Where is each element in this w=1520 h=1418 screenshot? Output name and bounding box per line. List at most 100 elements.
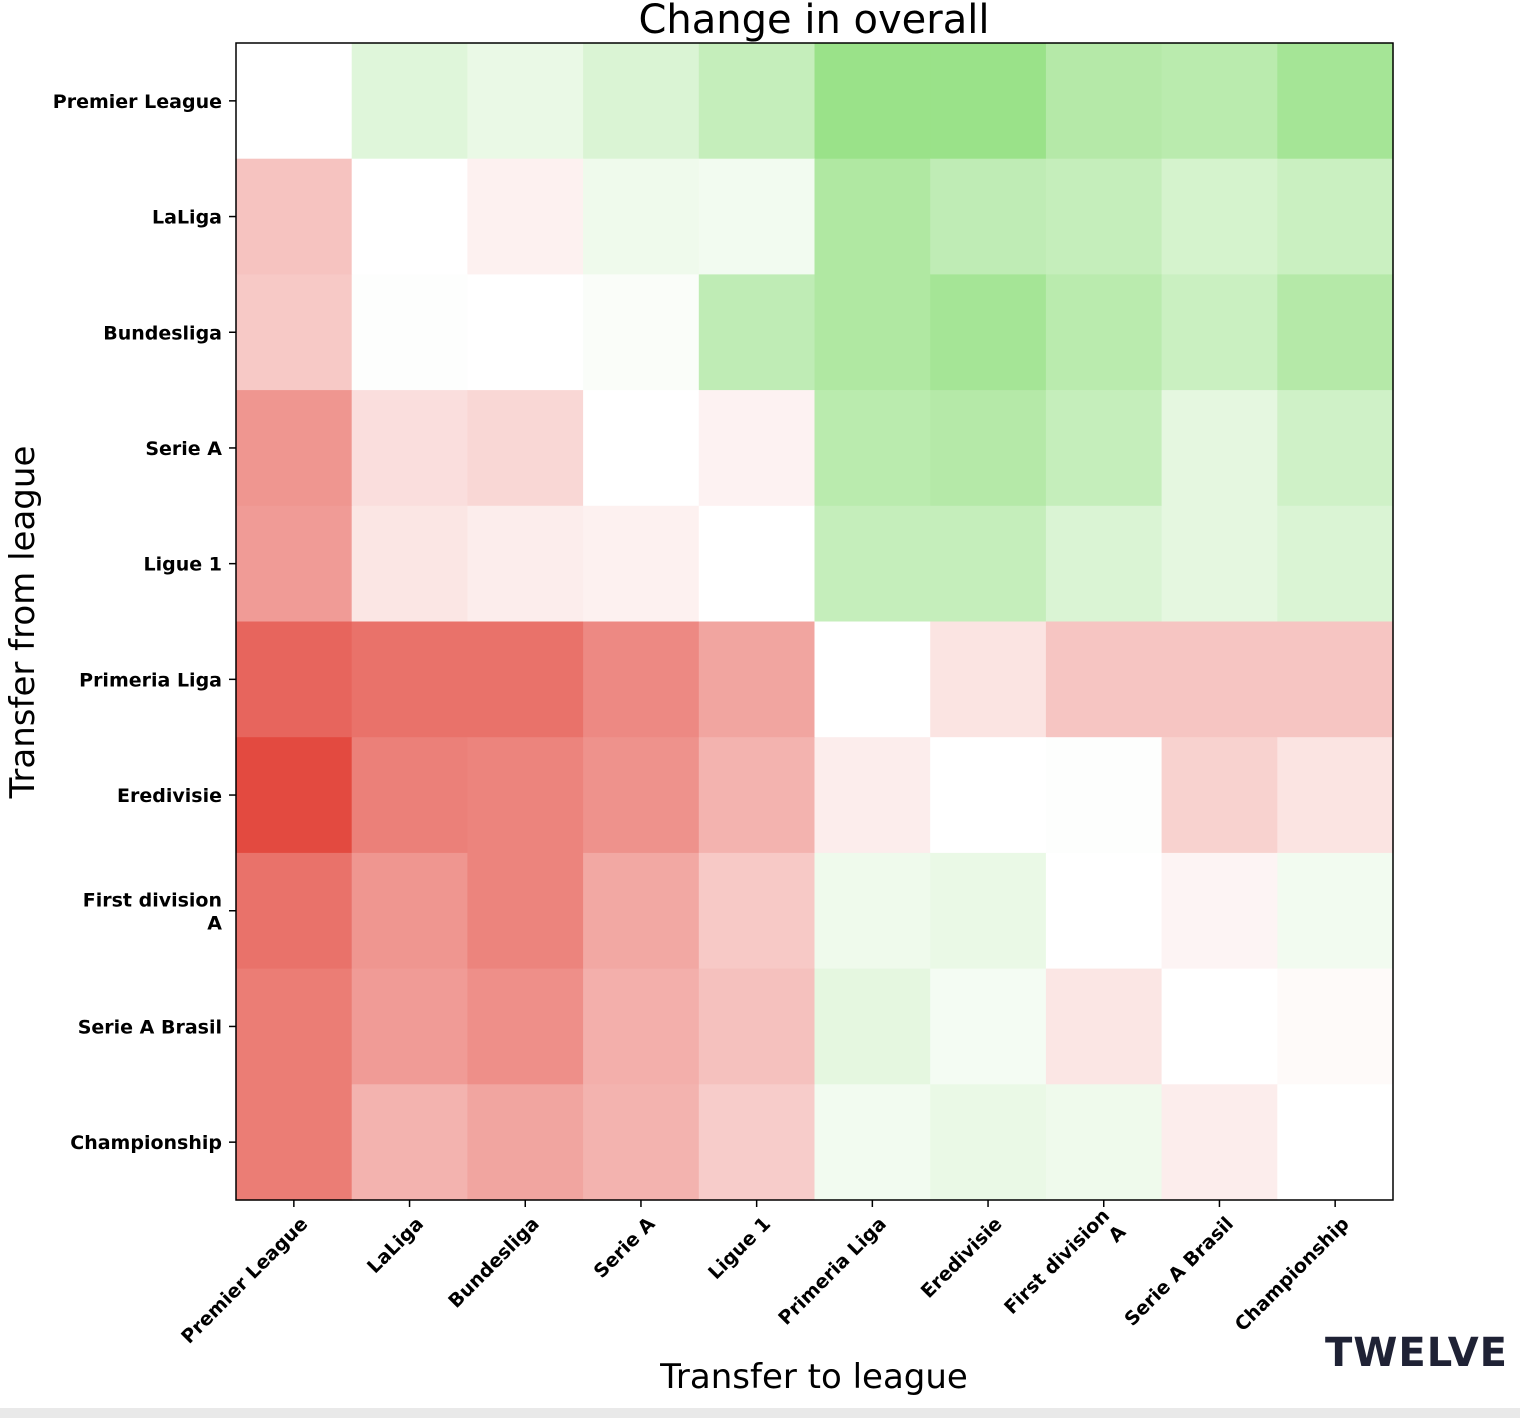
heatmap-cell xyxy=(1045,1084,1163,1201)
heatmap-cell xyxy=(583,852,700,970)
heatmap-cell xyxy=(698,43,816,160)
heatmap-cell xyxy=(351,852,468,970)
heatmap-cell xyxy=(814,1084,931,1201)
heatmap-cell xyxy=(930,43,1047,160)
x-tick-label-group: Serie A xyxy=(590,1213,660,1283)
heatmap-cell xyxy=(814,274,931,391)
heatmap-cell xyxy=(467,158,584,275)
heatmap-cell xyxy=(814,43,931,160)
heatmap-cell xyxy=(814,852,931,970)
heatmap-cell xyxy=(236,852,353,970)
heatmap-cell xyxy=(930,1084,1047,1201)
heatmap-cell xyxy=(1277,390,1394,507)
heatmap-cell xyxy=(814,737,931,854)
x-tick-label-group: Championship xyxy=(1231,1213,1354,1336)
twelve-logo: TWELVE xyxy=(1325,1330,1508,1376)
heatmap-cell xyxy=(1161,621,1278,738)
y-tick-label: First division A xyxy=(83,889,223,934)
heatmap-cell xyxy=(1161,505,1278,623)
y-tick-label: LaLiga xyxy=(152,207,222,229)
y-tick-label: Bundesliga xyxy=(103,322,222,344)
heatmap-cell xyxy=(1045,621,1163,738)
heatmap-cell xyxy=(236,737,353,854)
heatmap-cell xyxy=(698,968,816,1085)
heatmap-cell xyxy=(351,274,468,391)
x-tick-label: Championship xyxy=(1231,1213,1354,1336)
x-tick-labels: Premier League LaLiga Bundesliga Serie A Lig… xyxy=(177,1205,1354,1348)
heatmap-cell xyxy=(814,505,931,623)
heatmap-cell xyxy=(1161,968,1278,1085)
heatmap-cell xyxy=(236,1084,353,1201)
heatmap-cell xyxy=(1277,621,1394,738)
heatmap-cell xyxy=(1277,852,1394,970)
heatmap-cell xyxy=(698,852,816,970)
heatmap-cell xyxy=(1277,968,1394,1085)
heatmap-cell xyxy=(351,968,468,1085)
x-tick-label-group: Premier League xyxy=(177,1213,312,1348)
heatmap-cell xyxy=(930,390,1047,507)
x-tick-label-group: Eredivisie xyxy=(917,1213,1007,1303)
heatmap-cell xyxy=(236,43,353,160)
heatmap-cell xyxy=(236,505,353,623)
heatmap-cell xyxy=(1045,274,1163,391)
tick-marks xyxy=(229,100,1336,1207)
heatmap-cell xyxy=(351,390,468,507)
x-tick-label: Primeria Liga xyxy=(774,1213,891,1330)
x-tick-label: Bundesliga xyxy=(444,1213,544,1313)
heatmap-cell xyxy=(583,390,700,507)
y-tick-label: Primeria Liga xyxy=(79,669,222,691)
heatmap-cell xyxy=(814,390,931,507)
heatmap-cell xyxy=(467,274,584,391)
heatmap-cell xyxy=(930,158,1047,275)
heatmap-cell xyxy=(351,1084,468,1201)
heatmap-cell xyxy=(930,968,1047,1085)
heatmap-cell xyxy=(1045,158,1163,275)
heatmap-cell xyxy=(1161,390,1278,507)
heatmap-cell xyxy=(467,852,584,970)
x-tick-label: Serie A Brasil xyxy=(1120,1213,1238,1331)
heatmap-cell xyxy=(1045,852,1163,970)
heatmap-cell xyxy=(583,1084,700,1201)
heatmap-cell xyxy=(1277,737,1394,854)
heatmap-cell xyxy=(698,621,816,738)
y-tick-label: Eredivisie xyxy=(117,785,222,807)
y-tick-label: Premier League xyxy=(53,91,222,113)
x-tick-label-group: Serie A Brasil xyxy=(1120,1213,1238,1331)
heatmap-cell xyxy=(236,968,353,1085)
heatmap-cell xyxy=(1045,505,1163,623)
heatmap-cell xyxy=(467,968,584,1085)
heatmap-cell xyxy=(1161,274,1278,391)
heatmap-cell xyxy=(467,505,584,623)
heatmap-cell xyxy=(930,274,1047,391)
heatmap-cell xyxy=(583,274,700,391)
heatmap-cell xyxy=(1277,1084,1394,1201)
bottom-strip xyxy=(0,1408,1520,1418)
heatmap-cell xyxy=(236,274,353,391)
heatmap-cell xyxy=(1161,737,1278,854)
x-tick-label: First divisionA xyxy=(1000,1205,1131,1336)
x-tick-label-group: First divisionA xyxy=(1000,1205,1131,1336)
heatmap-cell xyxy=(930,852,1047,970)
heatmap-cell xyxy=(698,274,816,391)
y-axis-label: Transfer from league xyxy=(3,446,43,800)
heatmap-cell xyxy=(467,621,584,738)
heatmap-cell xyxy=(351,43,468,160)
x-tick-label: Eredivisie xyxy=(917,1213,1007,1303)
heatmap-cell xyxy=(1161,1084,1278,1201)
x-tick-label-group: LaLiga xyxy=(363,1213,428,1278)
heatmap-cell xyxy=(583,158,700,275)
heatmap-cell xyxy=(930,505,1047,623)
heatmap-cell xyxy=(814,621,931,738)
heatmap-cell xyxy=(351,505,468,623)
heatmap-cell xyxy=(1045,737,1163,854)
y-tick-label: Serie A xyxy=(145,438,222,460)
heatmap-cell xyxy=(467,390,584,507)
heatmap-cell xyxy=(351,621,468,738)
x-tick-label-group: Ligue 1 xyxy=(704,1213,775,1284)
heatmap-cell xyxy=(236,390,353,507)
chart-title: Change in overall xyxy=(639,0,990,43)
heatmap-cell xyxy=(698,1084,816,1201)
heatmap-cell xyxy=(467,737,584,854)
heatmap-cell xyxy=(583,621,700,738)
